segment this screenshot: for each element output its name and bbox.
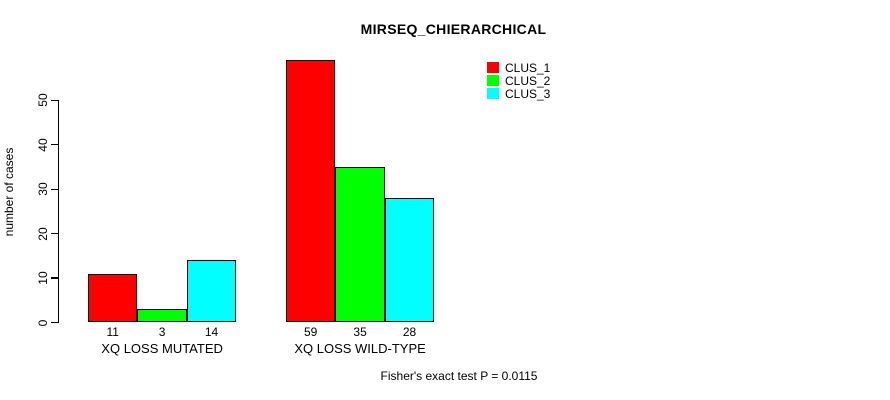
category-label: XQ LOSS WILD-TYPE bbox=[294, 341, 426, 356]
bar bbox=[384, 198, 435, 323]
bar-value-label: 28 bbox=[402, 325, 417, 339]
y-tick-label: 50 bbox=[36, 93, 50, 107]
bar bbox=[286, 60, 336, 323]
bar-value-label: 3 bbox=[158, 325, 166, 339]
bar bbox=[137, 309, 187, 323]
y-axis-line bbox=[58, 100, 60, 323]
y-tick-mark bbox=[51, 321, 58, 324]
y-tick-mark bbox=[51, 277, 58, 279]
y-tick-mark bbox=[51, 233, 58, 235]
legend-color-swatch bbox=[487, 88, 499, 99]
y-tick-label: 40 bbox=[36, 138, 50, 152]
y-tick-label: 10 bbox=[36, 271, 50, 285]
bar-value-label: 35 bbox=[353, 325, 367, 339]
y-axis-label: number of cases bbox=[2, 147, 16, 237]
y-tick-label: 20 bbox=[36, 226, 50, 241]
legend: CLUS_1 CLUS_2 CLUS_3 bbox=[487, 60, 551, 101]
bar-value-label: 11 bbox=[106, 325, 119, 339]
legend-label: CLUS_2 bbox=[505, 73, 551, 88]
chart-title: MIRSEQ_CHIERARCHICAL bbox=[360, 21, 547, 37]
annotation-text: Fisher's exact test P = 0.0115 bbox=[380, 369, 538, 383]
y-tick-mark bbox=[51, 188, 58, 190]
legend-color-swatch bbox=[487, 62, 499, 73]
bar bbox=[88, 273, 138, 323]
y-tick-mark bbox=[51, 144, 58, 146]
y-tick-mark bbox=[51, 99, 58, 101]
y-tick-label: 0 bbox=[36, 319, 50, 326]
bar-value-label: 59 bbox=[304, 325, 318, 339]
category-label: XQ LOSS MUTATED bbox=[101, 341, 223, 356]
bar bbox=[335, 166, 385, 323]
bar bbox=[186, 260, 237, 323]
legend-label: CLUS_1 bbox=[505, 60, 551, 75]
legend-label: CLUS_3 bbox=[505, 86, 551, 101]
legend-color-swatch bbox=[487, 75, 499, 86]
legend-item: CLUS_2 bbox=[487, 73, 551, 88]
legend-item: CLUS_3 bbox=[487, 86, 551, 101]
legend-item: CLUS_1 bbox=[487, 60, 551, 75]
bar-value-label: 14 bbox=[204, 325, 219, 339]
y-tick-label: 30 bbox=[36, 182, 50, 196]
